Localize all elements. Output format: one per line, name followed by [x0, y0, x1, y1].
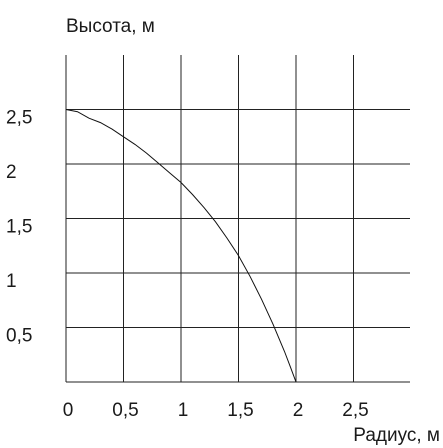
x-tick-labels: 0 0,5 1 1,5 2 2,5: [63, 400, 369, 421]
x-tick-label: 1: [178, 400, 189, 421]
y-tick-label: 1,5: [6, 217, 32, 238]
y-tick-label: 1: [6, 271, 17, 292]
y-tick-label: 2,5: [6, 108, 32, 129]
y-tick-label: 2: [6, 162, 17, 183]
y-tick-label: 0,5: [6, 326, 32, 347]
x-tick-label: 2,5: [342, 400, 368, 421]
y-tick-labels: 0,5 1 1,5 2 2,5: [6, 108, 32, 347]
x-tick-label: 2: [293, 400, 304, 421]
x-axis-title: Радиус, м: [353, 425, 440, 446]
x-tick-label: 0: [63, 400, 74, 421]
x-tick-label: 1,5: [227, 400, 253, 421]
series-line: [65, 109, 297, 383]
y-axis-title: Высота, м: [66, 16, 155, 37]
grid: [65, 55, 410, 383]
x-tick-label: 0,5: [112, 400, 138, 421]
